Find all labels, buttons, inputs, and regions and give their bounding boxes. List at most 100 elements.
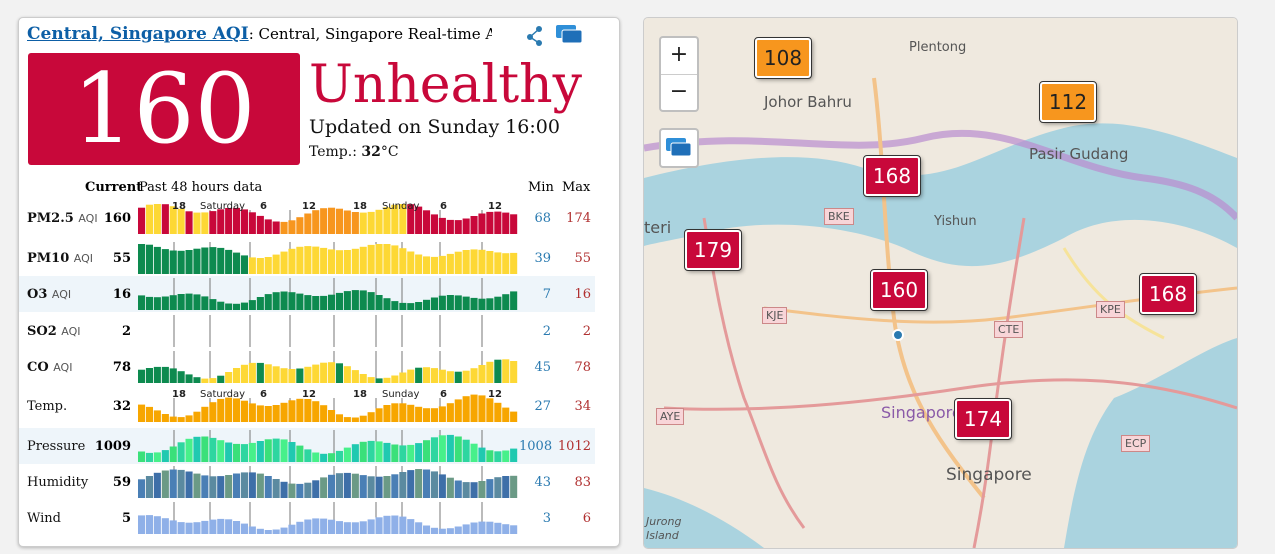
- time-tick-label: 6: [440, 389, 447, 400]
- sparkline-bar: [177, 442, 185, 462]
- sparkline-bar: [169, 295, 177, 310]
- sparkline-bar: [335, 414, 343, 422]
- sparkline-bar: [272, 529, 280, 534]
- sparkline-bar: [438, 435, 446, 462]
- place-pasir-gudang: Pasir Gudang: [1029, 145, 1129, 163]
- sparkline-bar: [201, 475, 209, 498]
- sparkline-bar: [343, 522, 351, 534]
- history-sparkline[interactable]: 18 Saturday 6 12 18 Sunday 6 12: [138, 388, 520, 424]
- sparkline-bar: [225, 475, 233, 498]
- map-background[interactable]: [644, 18, 1237, 548]
- history-sparkline[interactable]: [138, 240, 520, 276]
- map-marker-aqi[interactable]: 160: [870, 269, 928, 311]
- sparkline-bar: [264, 294, 272, 310]
- map-marker-aqi[interactable]: 179: [684, 229, 742, 271]
- sparkline-bar: [312, 401, 320, 422]
- pollutant-row[interactable]: Pressure 1009 1008 1012: [19, 428, 595, 464]
- max-value: 174: [566, 211, 591, 226]
- pollutant-row[interactable]: PM10 AQI 55 39 55: [19, 240, 595, 276]
- sparkline-bar: [470, 249, 478, 274]
- sparkline-bar: [145, 406, 153, 422]
- sparkline-bar: [415, 302, 423, 310]
- sparkline-bar: [399, 204, 407, 234]
- min-value: 1008: [519, 439, 553, 454]
- map-marker-aqi[interactable]: 168: [863, 155, 921, 197]
- sparkline-bar: [494, 296, 502, 310]
- history-sparkline[interactable]: 18 Saturday 6 12 18 Sunday 6 12: [138, 200, 520, 236]
- history-sparkline[interactable]: [138, 428, 520, 464]
- history-sparkline[interactable]: [138, 313, 520, 349]
- pollutant-row[interactable]: Humidity 59 43 83: [19, 464, 595, 500]
- pollutant-row[interactable]: Wind 5 3 6: [19, 500, 595, 536]
- sparkline-bar: [312, 210, 320, 234]
- sparkline-bar: [248, 403, 256, 422]
- map-marker-aqi[interactable]: 108: [754, 37, 812, 79]
- pollutant-row[interactable]: Temp. 32 27 34 18 Saturday 6 12 18 Sunday 6 12: [19, 388, 595, 424]
- sparkline-bar: [145, 476, 153, 498]
- sparkline-bar: [256, 297, 264, 310]
- station-map[interactable]: Johor Bahru Plentong Pasir Gudang Yishun…: [643, 17, 1238, 549]
- sparkline-bar: [240, 523, 248, 534]
- sparkline-bar: [138, 295, 146, 310]
- sparkline-bar: [510, 252, 518, 274]
- sparkline-bar: [423, 408, 431, 422]
- sparkline-bar: [430, 408, 438, 422]
- sparkline-bar: [351, 444, 359, 462]
- history-sparkline[interactable]: [138, 464, 520, 500]
- history-sparkline[interactable]: [138, 500, 520, 536]
- sparkline-bar: [153, 246, 161, 274]
- sparkline-bar: [225, 397, 233, 422]
- max-value: 1012: [557, 439, 591, 454]
- map-marker-aqi[interactable]: 168: [1139, 273, 1197, 315]
- sparkline-bar: [138, 244, 146, 274]
- sparkline-bar: [153, 452, 161, 462]
- sparkline-bar: [510, 411, 518, 422]
- layers-button[interactable]: [659, 128, 699, 168]
- sparkline-bar: [304, 366, 312, 383]
- screen-icon[interactable]: [554, 23, 584, 47]
- map-marker-aqi[interactable]: 112: [1039, 81, 1097, 123]
- sparkline-bar: [193, 212, 201, 234]
- zoom-out-button[interactable]: −: [669, 79, 689, 104]
- sparkline-bar: [201, 296, 209, 310]
- sparkline-bar: [296, 483, 304, 498]
- sparkline-bar: [462, 396, 470, 422]
- zoom-in-button[interactable]: +: [661, 38, 697, 75]
- sparkline-bar: [225, 372, 233, 383]
- pollutant-unit: AQI: [53, 361, 73, 374]
- map-marker-aqi[interactable]: 174: [954, 398, 1012, 440]
- sparkline-bar: [177, 250, 185, 274]
- time-tick-label: 18: [172, 389, 186, 400]
- sparkline-bar: [478, 521, 486, 534]
- sparkline-bar: [343, 250, 351, 274]
- max-value: 2: [582, 324, 591, 339]
- history-sparkline[interactable]: [138, 349, 520, 385]
- sparkline-bar: [375, 408, 383, 422]
- share-icon[interactable]: [524, 24, 546, 46]
- sparkline-bar: [462, 439, 470, 462]
- sparkline-bar: [478, 249, 486, 274]
- sparkline-bar: [399, 516, 407, 534]
- sparkline-bar: [312, 246, 320, 274]
- pollutant-row[interactable]: O3 AQI 16 7 16: [19, 276, 595, 312]
- sparkline-bar: [430, 297, 438, 310]
- temperature-line: Temp.: 32°C: [309, 144, 399, 160]
- sparkline-bar: [407, 204, 415, 234]
- sparkline-bar: [209, 519, 217, 534]
- sparkline-bar: [304, 482, 312, 498]
- pollutant-row[interactable]: SO2 AQI 2 2 2: [19, 313, 595, 349]
- sparkline-bar: [280, 291, 288, 310]
- current-value: 32: [112, 399, 131, 414]
- sparkline-bar: [391, 403, 399, 422]
- pollutant-row[interactable]: CO AQI 78 45 78: [19, 349, 595, 385]
- sparkline-bar: [375, 476, 383, 498]
- sparkline-bar: [240, 364, 248, 383]
- sparkline-bar: [193, 248, 201, 274]
- pollutant-row[interactable]: PM2.5 AQI 160 68 174 18 Saturday 6 12 18 Sunday 6 1…: [19, 200, 595, 236]
- station-title-link[interactable]: Central, Singapore AQI: [27, 24, 249, 44]
- current-value: 78: [112, 360, 131, 375]
- history-sparkline[interactable]: [138, 276, 520, 312]
- sparkline-bar: [502, 476, 510, 498]
- sparkline-bar: [399, 472, 407, 498]
- sparkline-bar: [502, 450, 510, 462]
